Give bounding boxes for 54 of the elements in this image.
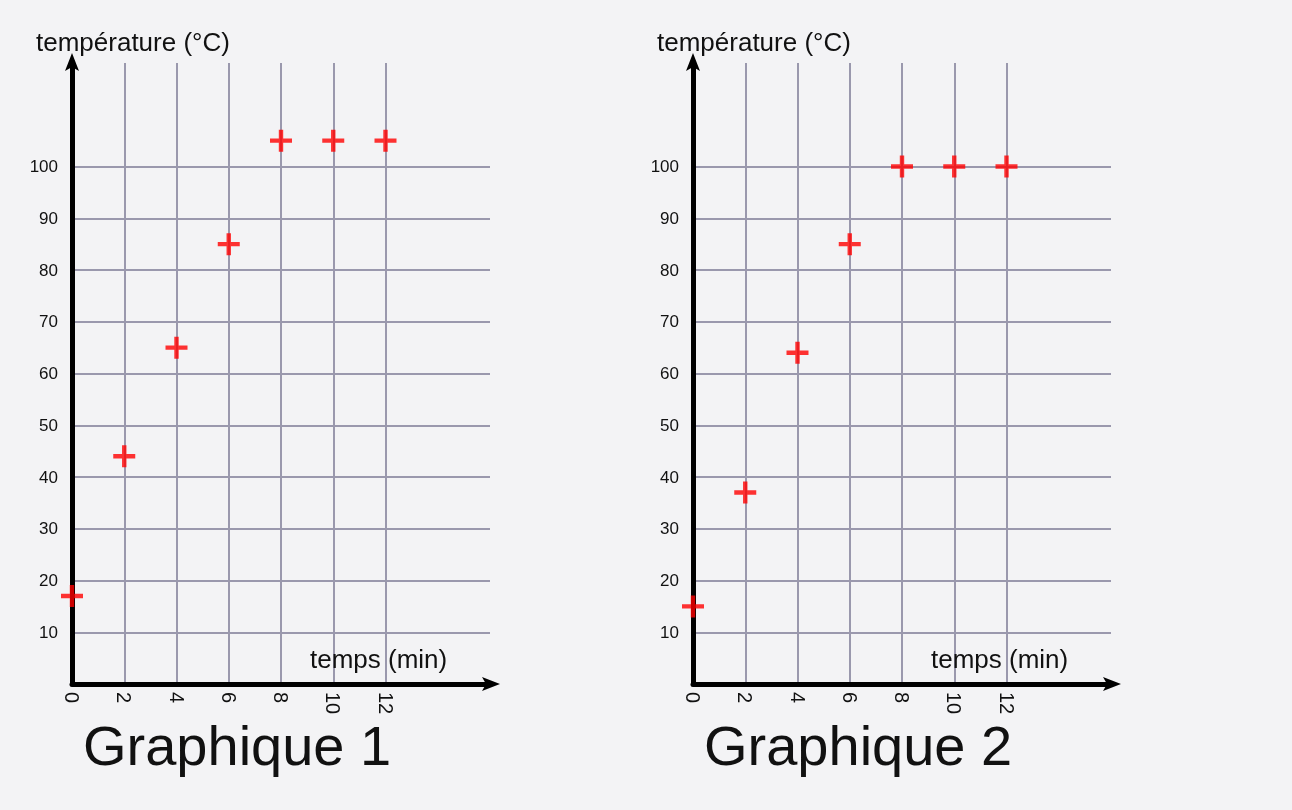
y-tick-label: 50 (660, 415, 679, 435)
y-tick-label: 100 (29, 157, 58, 176)
point (838, 233, 861, 256)
y-tick-label: 40 (660, 467, 679, 487)
y-tick-label: 10 (660, 622, 679, 642)
y-tick-label: 30 (660, 519, 679, 539)
y-tick-label: 60 (660, 364, 679, 383)
x-axis-title: temps (min) (310, 644, 448, 674)
x-tick-label: 8 (891, 692, 913, 704)
point (374, 129, 397, 152)
y-tick-label: 50 (39, 415, 58, 435)
y-tick-label: 80 (39, 260, 58, 280)
y-axis-title: température (°C) (657, 27, 851, 57)
y-tick-label: 30 (39, 519, 58, 539)
x-axis-title: temps (min) (931, 644, 1069, 674)
x-tick-label: 4 (786, 692, 809, 704)
point (943, 155, 966, 178)
y-tick-label: 10 (39, 622, 58, 642)
point (786, 341, 809, 364)
x-tick-label: 4 (165, 692, 188, 704)
x-tick-label: 2 (113, 692, 136, 704)
x-tick-label: 8 (270, 692, 292, 704)
x-tick-label: 6 (838, 692, 861, 704)
y-tick-label: 20 (660, 571, 679, 590)
x-tick-label: 2 (734, 692, 757, 704)
y-tick-label: 100 (650, 157, 679, 176)
y-tick-label: 80 (660, 260, 679, 280)
point (217, 233, 240, 256)
y-tick-label: 40 (39, 467, 58, 487)
x-tick-label: 6 (217, 692, 240, 704)
point (61, 585, 83, 608)
y-tick-label: 90 (660, 208, 679, 228)
y-tick-label: 70 (39, 312, 58, 332)
y-tick-label: 20 (39, 571, 58, 590)
y-tick-label: 70 (660, 312, 679, 332)
point (682, 595, 704, 618)
x-tick-label: 0 (682, 692, 704, 704)
point (270, 129, 292, 152)
point (734, 481, 757, 504)
text: Graphique 2 (704, 713, 1013, 777)
point (322, 129, 345, 152)
text: Graphique 1 (83, 713, 392, 777)
point (891, 155, 913, 178)
point (165, 336, 188, 359)
x-tick-label: 10 (943, 692, 966, 715)
point (995, 155, 1018, 178)
x-tick-label: 10 (322, 692, 345, 715)
y-tick-label: 60 (39, 364, 58, 383)
point (113, 445, 136, 468)
x-tick-label: 12 (995, 692, 1018, 715)
x-tick-label: 0 (61, 692, 83, 704)
x-tick-label: 12 (374, 692, 397, 715)
y-axis-title: température (°C) (36, 27, 230, 57)
y-tick-label: 90 (39, 208, 58, 228)
